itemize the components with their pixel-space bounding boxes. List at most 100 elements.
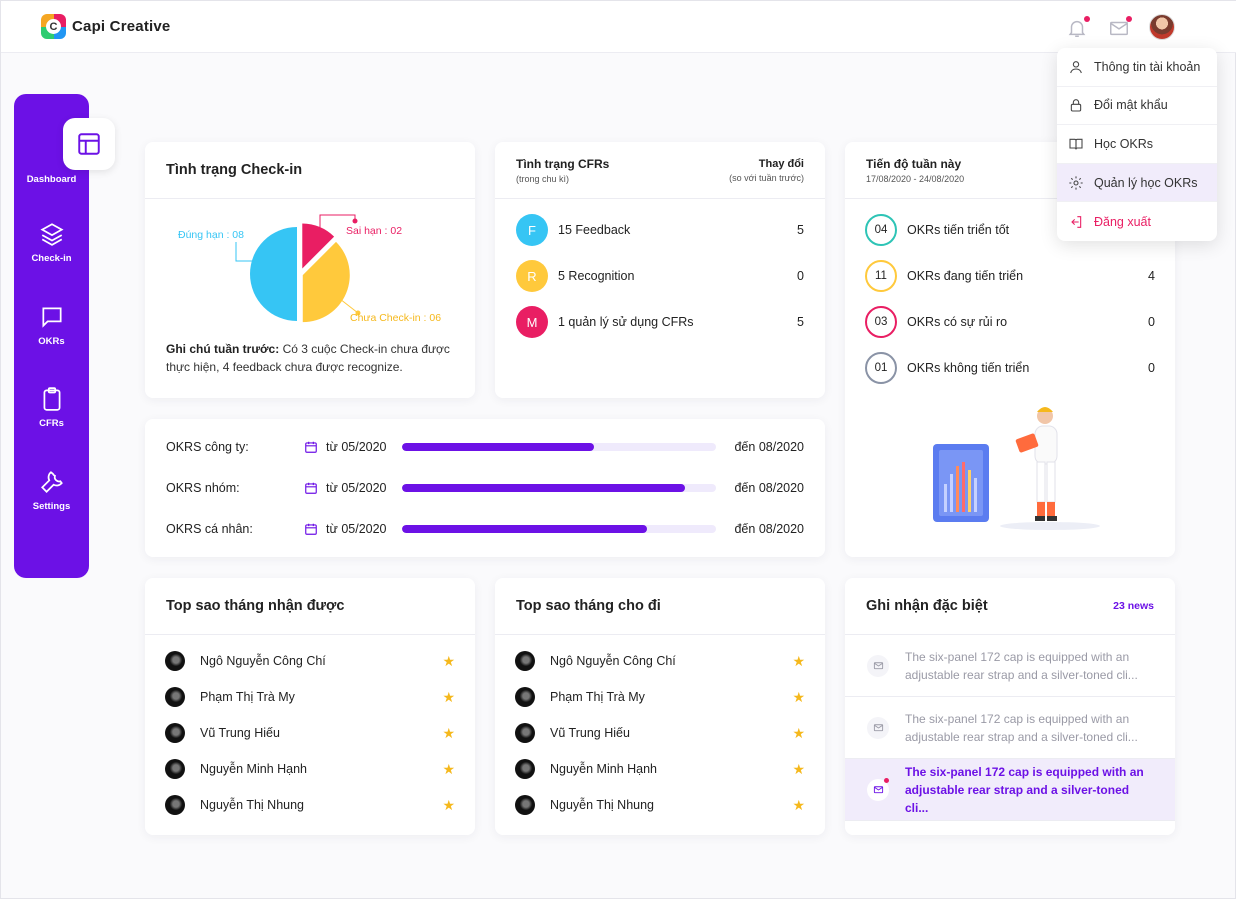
mail-icon[interactable] <box>1108 16 1132 39</box>
week-row-stalled[interactable]: 01 OKRs không tiến triển 0 <box>865 352 1155 384</box>
avatar <box>515 687 535 707</box>
star-icon: ★ <box>442 796 455 813</box>
checkin-card: Tình trạng Check-in Đúng hạn : 08 Sai hạ… <box>145 142 475 398</box>
chat-icon <box>41 307 62 328</box>
stars-given-card: Top sao tháng cho đi Ngô Nguyễn Công Chí… <box>495 578 825 835</box>
week-row-risk[interactable]: 03 OKRs có sự rủi ro 0 <box>865 306 1155 338</box>
star-icon: ★ <box>792 652 805 669</box>
top-bar: C Capi Creative <box>1 1 1236 53</box>
leader-line-on-time-dot <box>254 258 260 264</box>
checkin-pie-chart: Đúng hạn : 08 Sai hạn : 02 Chưa Check-in… <box>145 199 475 339</box>
list-item[interactable]: Ngô Nguyễn Công Chí ★ <box>515 651 805 671</box>
star-icon: ★ <box>442 724 455 741</box>
dashboard-icon-button[interactable] <box>63 118 115 170</box>
cfrs-card: Tình trạng CFRs (trong chu kì) Thay đổi … <box>495 142 825 398</box>
avatar <box>165 795 185 815</box>
calendar-icon <box>305 482 317 494</box>
okr-row-company[interactable]: OKRS công ty: từ 05/2020 đến 08/2020 <box>166 440 804 454</box>
star-icon: ★ <box>792 796 805 813</box>
pie-label-late: Sai hạn : 02 <box>346 225 403 237</box>
list-item[interactable]: Vũ Trung Hiếu ★ <box>515 723 805 743</box>
menu-item-manage-okrs[interactable]: Quản lý học OKRs <box>1057 163 1217 203</box>
list-item[interactable]: Nguyễn Thị Nhung ★ <box>165 795 455 815</box>
week-row-good[interactable]: 04 OKRs tiến triển tốt <box>865 214 1155 246</box>
clipboard-icon <box>43 387 60 411</box>
week-progress-card: Tiến độ tuần này 17/08/2020 - 24/08/2020… <box>845 142 1175 557</box>
pie-slice-on-time[interactable] <box>250 227 297 321</box>
avatar <box>515 723 535 743</box>
wrench-icon <box>40 471 63 493</box>
leader-line-late-dot <box>352 218 358 224</box>
book-icon <box>1069 138 1083 150</box>
cfrs-change-subtitle: (so với tuần trước) <box>729 172 804 183</box>
analytics-illustration <box>933 407 1100 530</box>
user-avatar[interactable] <box>1149 14 1175 40</box>
pie-slice-not-checked[interactable] <box>302 241 350 323</box>
gear-icon <box>1069 175 1083 190</box>
okr-row-personal[interactable]: OKRS cá nhân: từ 05/2020 đến 08/2020 <box>166 522 804 536</box>
sidebar-item-check-in[interactable]: Check-in <box>14 221 89 264</box>
sidebar-item-dashboard[interactable]: Dashboard <box>26 174 77 185</box>
okr-row-team[interactable]: OKRS nhóm: từ 05/2020 đến 08/2020 <box>166 481 804 495</box>
checkin-note: Ghi chú tuần trước: Có 3 cuộc Check-in c… <box>166 342 450 374</box>
mail-icon <box>867 777 889 801</box>
dashboard-icon <box>78 133 100 155</box>
avatar <box>515 795 535 815</box>
app-name: Capi Creative <box>72 18 171 35</box>
account-menu: Thông tin tài khoản Đổi mật khẩu Học OKR… <box>1057 48 1217 241</box>
progress-bar <box>402 525 716 533</box>
calendar-icon <box>305 441 317 453</box>
pie-slice-late[interactable] <box>302 223 335 269</box>
menu-item-change-password[interactable]: Đổi mật khẩu <box>1057 87 1217 126</box>
logout-icon <box>1071 215 1082 228</box>
mail-icon <box>867 716 889 739</box>
news-count[interactable]: 23 news <box>1113 600 1154 612</box>
user-icon <box>1070 60 1082 73</box>
week-title: Tiến độ tuần này <box>866 156 962 171</box>
star-icon: ★ <box>792 760 805 777</box>
star-icon: ★ <box>442 760 455 777</box>
cfr-row-feedback[interactable]: F 15 Feedback 5 <box>516 214 804 246</box>
pie-label-on-time: Đúng hạn : 08 <box>178 229 244 241</box>
list-item[interactable]: Vũ Trung Hiếu ★ <box>165 723 455 743</box>
menu-item-account-info[interactable]: Thông tin tài khoản <box>1057 48 1217 87</box>
leader-line-not-checked-dot <box>355 310 361 316</box>
cfr-row-managers[interactable]: M 1 quản lý sử dụng CFRs 5 <box>516 306 804 338</box>
sidebar-item-cfrs[interactable]: CFRs <box>14 386 89 429</box>
progress-bar <box>402 443 716 451</box>
layers-icon <box>39 223 64 246</box>
week-row-progressing[interactable]: 11 OKRs đang tiến triển 4 <box>865 260 1155 292</box>
logo[interactable]: C Capi Creative <box>41 14 170 39</box>
list-item[interactable]: Phạm Thị Trà My ★ <box>165 687 455 707</box>
menu-item-learn-okrs[interactable]: Học OKRs <box>1057 125 1217 164</box>
news-item[interactable]: The six-panel 172 cap is equipped with a… <box>845 759 1175 821</box>
avatar <box>515 759 535 779</box>
star-icon: ★ <box>442 688 455 705</box>
list-item[interactable]: Nguyễn Thị Nhung ★ <box>515 795 805 815</box>
bell-icon[interactable] <box>1066 16 1090 39</box>
sidebar-item-settings[interactable]: Settings <box>14 469 89 512</box>
mail-icon <box>867 654 889 677</box>
cfr-badge: R <box>516 260 548 292</box>
cfr-row-recognition[interactable]: R 5 Recognition 0 <box>516 260 804 292</box>
star-icon: ★ <box>792 688 805 705</box>
sidebar-item-okrs[interactable]: OKRs <box>14 304 89 347</box>
list-item[interactable]: Ngô Nguyễn Công Chí ★ <box>165 651 455 671</box>
menu-item-logout[interactable]: Đăng xuất <box>1057 202 1217 241</box>
star-icon: ★ <box>442 652 455 669</box>
list-item[interactable]: Phạm Thị Trà My ★ <box>515 687 805 707</box>
cfrs-subtitle: (trong chu kì) <box>516 173 570 184</box>
logo-mark: C <box>41 14 66 39</box>
news-item[interactable]: The six-panel 172 cap is equipped with a… <box>845 635 1175 697</box>
leader-line-not-checked <box>339 298 359 314</box>
card-title: Tình trạng Check-in <box>166 162 303 178</box>
avatar <box>165 687 185 707</box>
news-item[interactable]: The six-panel 172 cap is equipped with a… <box>845 697 1175 759</box>
progress-bar <box>402 484 716 492</box>
list-item[interactable]: Nguyễn Minh Hạnh ★ <box>165 759 455 779</box>
cfr-badge: M <box>516 306 548 338</box>
leader-line-late <box>319 214 356 232</box>
list-item[interactable]: Nguyễn Minh Hạnh ★ <box>515 759 805 779</box>
stars-received-card: Top sao tháng nhận được Ngô Nguyễn Công … <box>145 578 475 835</box>
card-title: Ghi nhận đặc biệt <box>866 598 988 614</box>
